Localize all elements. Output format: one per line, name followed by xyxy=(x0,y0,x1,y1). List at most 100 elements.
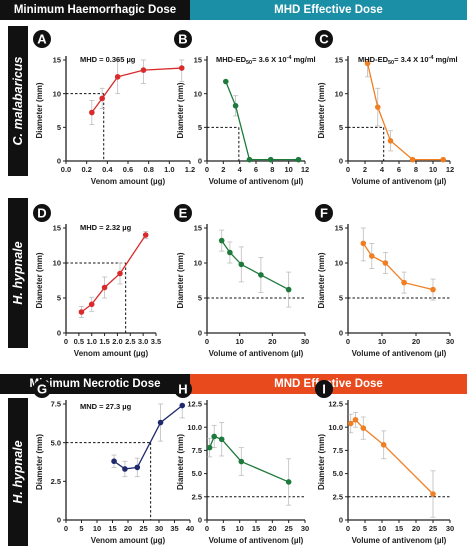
panel-letter: B xyxy=(178,32,187,47)
data-point xyxy=(111,458,117,465)
y-tick-label: 15 xyxy=(53,224,61,233)
x-tick-label: 5 xyxy=(363,524,367,533)
y-tick-label: 10.0 xyxy=(187,423,202,432)
data-point xyxy=(285,286,292,293)
y-tick-label: 5 xyxy=(57,123,61,132)
x-tick-label: 8 xyxy=(414,165,418,174)
panel-letter-badge xyxy=(33,204,51,222)
data-point xyxy=(364,60,371,67)
x-axis-label: Venom amount (µg) xyxy=(91,536,166,545)
x-tick-label: 10 xyxy=(378,524,386,533)
data-point xyxy=(382,260,389,266)
x-tick-label: 12 xyxy=(301,165,309,174)
series-line xyxy=(221,240,289,291)
x-tick-label: 0 xyxy=(205,165,209,174)
data-point xyxy=(258,272,264,278)
x-tick-label: 20 xyxy=(124,524,132,533)
panel-b: B 0 2 4 6 8 10 12 0 5 10 15 Volume of antivenom (µl)… xyxy=(174,30,316,186)
data-point xyxy=(206,444,213,451)
data-point xyxy=(430,491,436,497)
data-point xyxy=(285,479,292,485)
x-tick-label: 3.0 xyxy=(138,337,148,346)
y-tick-label: 5.0 xyxy=(333,469,343,478)
data-point xyxy=(232,102,239,109)
row-label-c-malabaricus: C. malabaricus xyxy=(8,26,28,176)
x-tick-label: 5 xyxy=(79,524,83,533)
data-point xyxy=(380,442,387,448)
y-tick-label: 10 xyxy=(335,89,343,98)
y-tick-label: 2.5 xyxy=(333,492,343,501)
row-label-h-hypnale-2: H. hypnale xyxy=(8,398,28,546)
panel-letter: D xyxy=(37,206,46,221)
x-tick-label: 0 xyxy=(346,337,350,346)
data-point xyxy=(295,156,302,163)
panel-letter-badge xyxy=(315,30,333,48)
panel-letter: E xyxy=(179,206,188,221)
y-axis-label: Diameter (mm) xyxy=(35,252,44,308)
x-tick-label: 0.6 xyxy=(123,165,133,174)
x-tick-label: 6 xyxy=(397,165,401,174)
data-point xyxy=(134,464,141,471)
x-tick-label: 25 xyxy=(284,524,292,533)
data-point xyxy=(360,425,367,431)
x-axis-label: Volume of antivenom (µl) xyxy=(352,536,447,545)
y-axis-label: Diameter (mm) xyxy=(317,252,326,308)
panel-letter-badge xyxy=(315,204,333,222)
y-axis-label: Diameter (mm) xyxy=(176,434,185,490)
data-point xyxy=(238,458,245,465)
data-point xyxy=(117,270,123,277)
x-tick-label: 0 xyxy=(346,165,350,174)
y-tick-label: 7.5 xyxy=(51,400,61,409)
panel-annotation: MND = 27.3 µg xyxy=(80,402,132,411)
panel-h: H 0 5 10 15 20 25 30 0 2.5 5.0 7.5 10.0 12.5 Volume of… xyxy=(174,380,309,545)
x-tick-label: 30 xyxy=(155,524,163,533)
panel-letter-badge xyxy=(174,380,192,398)
x-tick-label: 1.2 xyxy=(185,165,195,174)
x-tick-label: 10 xyxy=(93,524,101,533)
x-tick-label: 25 xyxy=(139,524,147,533)
y-tick-label: 15 xyxy=(335,224,343,233)
data-point xyxy=(89,109,95,116)
data-point xyxy=(211,433,217,440)
data-point xyxy=(114,74,121,80)
y-tick-label: 0 xyxy=(339,516,343,525)
x-tick-label: 0.5 xyxy=(74,337,84,346)
panel-letter-badge xyxy=(33,380,51,398)
y-axis-label: Diameter (mm) xyxy=(35,434,44,490)
data-point xyxy=(430,286,436,293)
series-line xyxy=(81,234,147,313)
x-tick-label: 6 xyxy=(254,165,258,174)
x-axis-label: Volume of antivenom (µl) xyxy=(352,349,447,358)
series-line xyxy=(366,63,444,161)
x-tick-label: 20 xyxy=(268,337,276,346)
banner-mhd-effective-dose: MHD Effective Dose xyxy=(190,0,467,20)
x-tick-label: 0.2 xyxy=(81,165,91,174)
x-tick-label: 20 xyxy=(268,524,276,533)
x-tick-label: 10 xyxy=(284,165,292,174)
x-tick-label: 25 xyxy=(429,524,437,533)
x-tick-label: 0.4 xyxy=(102,165,113,174)
series-line xyxy=(113,405,183,470)
y-tick-label: 5 xyxy=(198,294,202,303)
panel-letter-badge xyxy=(33,30,51,48)
data-point xyxy=(387,138,394,144)
x-axis-label: Volume of antivenom (µl) xyxy=(209,536,304,545)
x-tick-label: 30 xyxy=(301,524,309,533)
x-tick-label: 2 xyxy=(363,165,367,174)
y-axis-label: Diameter (mm) xyxy=(176,252,185,308)
panel-d: D 0 0.5 1.0 1.5 2.0 2.5 3.0 3.5 0 5 10 15 Venom amoun… xyxy=(33,204,161,358)
panel-e: E 0 10 20 30 0 5 10 15 Volume of antivenom (µl) Di… xyxy=(174,204,309,358)
y-tick-label: 5 xyxy=(339,123,343,132)
data-point xyxy=(140,67,147,73)
x-tick-label: 30 xyxy=(301,337,309,346)
data-point xyxy=(267,156,274,163)
x-tick-label: 15 xyxy=(108,524,116,533)
x-tick-label: 30 xyxy=(446,524,454,533)
y-tick-label: 10 xyxy=(53,89,61,98)
y-tick-label: 0 xyxy=(57,516,61,525)
x-tick-label: 30 xyxy=(446,337,454,346)
data-point xyxy=(142,232,149,238)
series-line xyxy=(225,81,299,161)
data-point xyxy=(374,104,381,110)
